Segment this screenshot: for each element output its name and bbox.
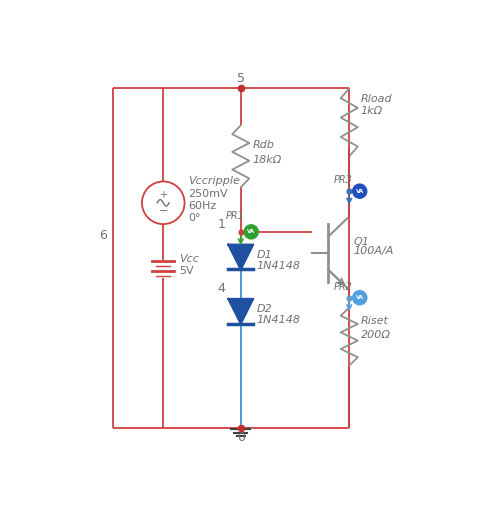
Text: 1N4148: 1N4148: [256, 315, 300, 325]
Circle shape: [352, 183, 368, 199]
Text: 1N4148: 1N4148: [256, 261, 300, 271]
Text: VA: VA: [247, 230, 256, 234]
Text: +: +: [159, 190, 167, 200]
Text: 0°: 0°: [188, 213, 201, 222]
Text: 4: 4: [218, 281, 226, 295]
Polygon shape: [228, 245, 253, 269]
Text: 200Ω: 200Ω: [361, 329, 391, 340]
Text: Q1: Q1: [353, 237, 369, 246]
Text: 6: 6: [99, 229, 107, 242]
Text: 60Hz: 60Hz: [188, 201, 216, 211]
Text: PR1: PR1: [226, 211, 244, 220]
Polygon shape: [228, 299, 253, 324]
Text: 5V: 5V: [179, 266, 194, 275]
Text: Vccripple: Vccripple: [188, 177, 240, 186]
Text: 1: 1: [218, 218, 226, 231]
Text: VA: VA: [356, 295, 364, 300]
Circle shape: [244, 224, 259, 240]
Text: 100A/A: 100A/A: [353, 246, 394, 256]
Text: Rdb: Rdb: [252, 139, 274, 150]
Text: 18kΩ: 18kΩ: [252, 155, 282, 165]
Text: 250mV: 250mV: [188, 189, 228, 199]
Text: VA: VA: [356, 189, 364, 193]
Text: D1: D1: [256, 250, 272, 260]
Text: PR3: PR3: [334, 175, 352, 185]
Text: Vcc: Vcc: [179, 254, 199, 264]
Text: PR2: PR2: [334, 282, 352, 292]
Text: 0: 0: [237, 431, 245, 444]
Text: Riset: Riset: [361, 316, 389, 326]
Text: 1kΩ: 1kΩ: [361, 106, 383, 116]
Text: −: −: [158, 206, 168, 216]
Text: 5: 5: [237, 72, 245, 86]
Text: D2: D2: [256, 304, 272, 315]
Text: Rload: Rload: [361, 94, 392, 104]
Circle shape: [352, 290, 368, 305]
